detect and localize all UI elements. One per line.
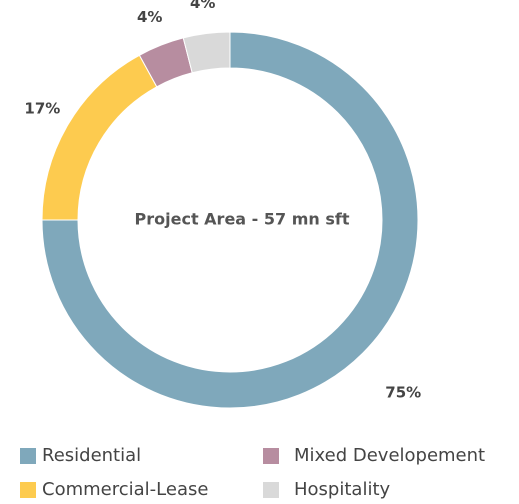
donut-segment	[41, 54, 158, 221]
data-label: 75%	[385, 384, 421, 402]
donut-segment	[182, 31, 231, 74]
donut-segment	[41, 31, 419, 409]
legend-swatch	[263, 448, 279, 464]
center-text: Project Area - 57 mn sft	[135, 210, 350, 229]
data-label: 4%	[190, 0, 215, 12]
legend-label: Residential	[42, 445, 141, 466]
legend-swatch	[263, 482, 279, 498]
legend-label: Mixed Developement	[294, 445, 485, 466]
legend-label: Hospitality	[294, 479, 391, 500]
legend-swatch	[20, 482, 36, 498]
legend-swatch	[20, 448, 36, 464]
data-label: 17%	[24, 100, 60, 118]
legend-label: Commercial-Lease	[42, 479, 208, 500]
data-label: 4%	[137, 8, 162, 26]
